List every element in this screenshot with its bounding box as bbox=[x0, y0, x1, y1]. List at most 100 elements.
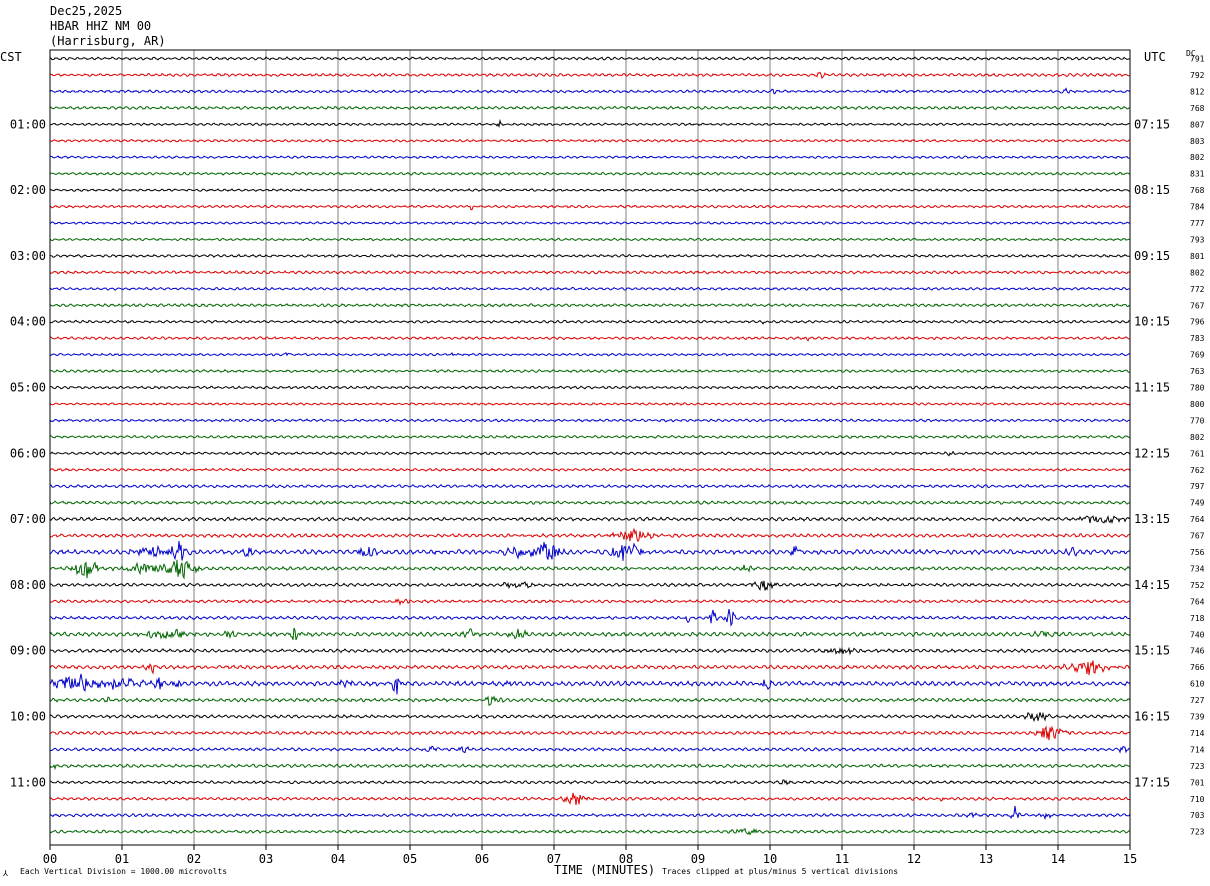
left-hour-label: 08:00 bbox=[10, 578, 46, 592]
left-hour-label: 04:00 bbox=[10, 315, 46, 329]
dc-value: 807 bbox=[1190, 120, 1205, 129]
right-hour-label: 14:15 bbox=[1134, 578, 1170, 592]
dc-value: 764 bbox=[1190, 597, 1205, 606]
trace-row bbox=[49, 418, 1131, 423]
trace-row bbox=[49, 745, 1130, 754]
dc-value: 793 bbox=[1190, 235, 1205, 244]
x-tick-label: 13 bbox=[979, 852, 993, 866]
x-tick-label: 03 bbox=[259, 852, 273, 866]
trace-row bbox=[49, 483, 1130, 489]
left-hour-label: 09:00 bbox=[10, 644, 46, 658]
dc-value: 769 bbox=[1190, 351, 1205, 360]
trace-row bbox=[49, 450, 1131, 457]
trace-row bbox=[49, 695, 1131, 706]
header-date: Dec25,2025 bbox=[50, 4, 123, 18]
right-timezone-label: UTC bbox=[1144, 50, 1166, 64]
right-hour-label: 09:15 bbox=[1134, 249, 1170, 263]
trace-row bbox=[49, 351, 1131, 357]
left-hour-label: 03:00 bbox=[10, 249, 46, 263]
trace-row bbox=[49, 580, 1131, 591]
dc-value: 802 bbox=[1190, 268, 1205, 277]
header-location: (Harrisburg, AR) bbox=[50, 34, 166, 48]
dc-value: 718 bbox=[1190, 614, 1205, 623]
trace-row bbox=[49, 402, 1131, 406]
dc-value: 723 bbox=[1190, 762, 1205, 771]
right-hour-label: 17:15 bbox=[1134, 775, 1170, 789]
dc-value: 756 bbox=[1190, 548, 1205, 557]
trace-row bbox=[49, 171, 1131, 176]
trace-row bbox=[49, 725, 1131, 741]
right-hour-label: 12:15 bbox=[1134, 446, 1170, 460]
trace-row bbox=[49, 336, 1130, 342]
dc-value: 777 bbox=[1190, 219, 1205, 228]
dc-value: 767 bbox=[1190, 532, 1205, 541]
plot-frame bbox=[49, 49, 1131, 846]
trace-row bbox=[49, 434, 1131, 439]
dc-value: 762 bbox=[1190, 466, 1205, 475]
x-tick-label: 08 bbox=[619, 852, 633, 866]
left-hour-label: 07:00 bbox=[10, 512, 46, 526]
trace-row bbox=[49, 598, 1131, 606]
dc-value: 784 bbox=[1190, 203, 1205, 212]
dc-value: 766 bbox=[1190, 663, 1205, 672]
trace-row bbox=[49, 221, 1131, 225]
trace-row bbox=[49, 673, 1131, 695]
dc-value: 783 bbox=[1190, 334, 1205, 343]
header-station: HBAR HHZ NM 00 bbox=[50, 19, 152, 33]
trace-row bbox=[49, 527, 1131, 543]
dc-value: 767 bbox=[1190, 301, 1205, 310]
trace-row bbox=[49, 138, 1131, 143]
left-hour-label: 01:00 bbox=[10, 117, 46, 131]
dc-value: 701 bbox=[1190, 778, 1205, 787]
trace-row bbox=[49, 303, 1131, 308]
trace-row bbox=[49, 627, 1131, 641]
dc-value: 802 bbox=[1190, 153, 1205, 162]
left-hour-label: 02:00 bbox=[10, 183, 46, 197]
dc-value: 801 bbox=[1190, 252, 1205, 261]
dc-value: 714 bbox=[1190, 745, 1205, 754]
trace-row bbox=[49, 559, 1131, 580]
dc-value: 727 bbox=[1190, 696, 1205, 705]
dc-value: 768 bbox=[1190, 104, 1205, 113]
trace-row bbox=[49, 286, 1131, 291]
x-tick-label: 05 bbox=[403, 852, 417, 866]
dc-value: 772 bbox=[1190, 285, 1205, 294]
trace-row bbox=[49, 609, 1131, 627]
dc-value: 792 bbox=[1190, 71, 1205, 80]
x-tick-label: 02 bbox=[187, 852, 201, 866]
left-hour-label: 05:00 bbox=[10, 381, 46, 395]
dc-value: 734 bbox=[1190, 564, 1205, 573]
dc-value: 610 bbox=[1190, 680, 1205, 689]
dc-value: 791 bbox=[1190, 55, 1205, 64]
trace-row bbox=[49, 105, 1131, 111]
trace-row bbox=[49, 56, 1131, 61]
dc-value: 802 bbox=[1190, 433, 1205, 442]
x-tick-label: 04 bbox=[331, 852, 345, 866]
dc-value: 703 bbox=[1190, 811, 1205, 820]
dc-header-label: DC bbox=[1186, 49, 1196, 58]
x-axis-label: TIME (MINUTES) bbox=[554, 863, 656, 877]
right-hour-label: 15:15 bbox=[1134, 644, 1170, 658]
trace-row bbox=[49, 711, 1131, 723]
x-tick-label: 00 bbox=[43, 852, 57, 866]
trace-row bbox=[49, 71, 1131, 80]
dc-value: 800 bbox=[1190, 400, 1205, 409]
dc-value: 749 bbox=[1190, 499, 1205, 508]
x-tick-label: 10 bbox=[763, 852, 777, 866]
trace-row bbox=[49, 237, 1131, 242]
dc-value: 746 bbox=[1190, 647, 1205, 656]
trace-row bbox=[49, 155, 1131, 160]
dc-value: 761 bbox=[1190, 449, 1205, 458]
left-hour-label: 06:00 bbox=[10, 446, 46, 460]
trace-row bbox=[49, 514, 1131, 525]
dc-value: 723 bbox=[1190, 828, 1205, 837]
x-tick-label: 01 bbox=[115, 852, 129, 866]
right-hour-label: 10:15 bbox=[1134, 315, 1170, 329]
dc-value: 768 bbox=[1190, 186, 1205, 195]
dc-value: 764 bbox=[1190, 515, 1205, 524]
x-tick-label: 12 bbox=[907, 852, 921, 866]
trace-row bbox=[49, 253, 1131, 258]
dc-value: 803 bbox=[1190, 137, 1205, 146]
trace-row bbox=[49, 646, 1131, 656]
